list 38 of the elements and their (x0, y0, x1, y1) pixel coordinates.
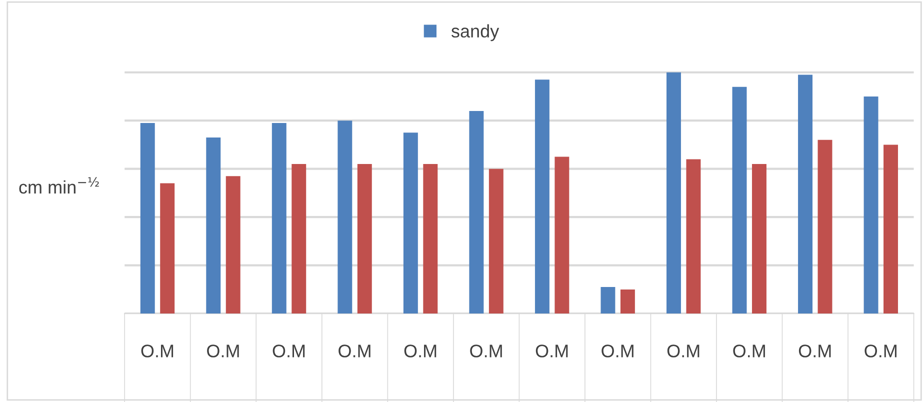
x-tick-label: O.M (338, 344, 370, 358)
x-tick-label: O.M (798, 344, 831, 358)
legend-label: sandy (451, 24, 500, 42)
x-tick-label: O.M (733, 344, 765, 358)
bar (620, 289, 635, 314)
bar (686, 159, 701, 314)
bar (357, 164, 372, 314)
x-tick-label: O.M (864, 344, 896, 358)
bar (752, 164, 766, 314)
bar (423, 164, 438, 314)
bar (160, 183, 175, 314)
bar (469, 110, 484, 314)
x-tick-label: O.M (141, 344, 174, 358)
bar (798, 74, 812, 314)
bar (226, 176, 240, 314)
x-tick-label: O.M (404, 344, 436, 358)
bar (666, 72, 681, 314)
bar (206, 137, 221, 314)
x-tick-label: O.M (470, 344, 502, 358)
x-tick-label: O.M (272, 344, 305, 358)
bar (272, 123, 286, 314)
x-tick-label: O.M (207, 344, 239, 358)
bar (403, 132, 418, 314)
x-tick-label: O.M (536, 344, 568, 358)
x-tick-label: O.M (602, 344, 634, 358)
bar (488, 168, 504, 314)
bar (884, 144, 898, 314)
y-axis-title: cm min$^{−½}$ (19, 177, 99, 194)
bar (338, 120, 352, 314)
bar (818, 140, 832, 314)
bar (554, 156, 570, 314)
bar (140, 123, 155, 314)
bar (600, 287, 616, 314)
bar (292, 164, 306, 314)
x-tick-label: O.M (667, 344, 700, 358)
bar (732, 86, 747, 314)
bar (864, 96, 878, 314)
bar (534, 80, 550, 314)
